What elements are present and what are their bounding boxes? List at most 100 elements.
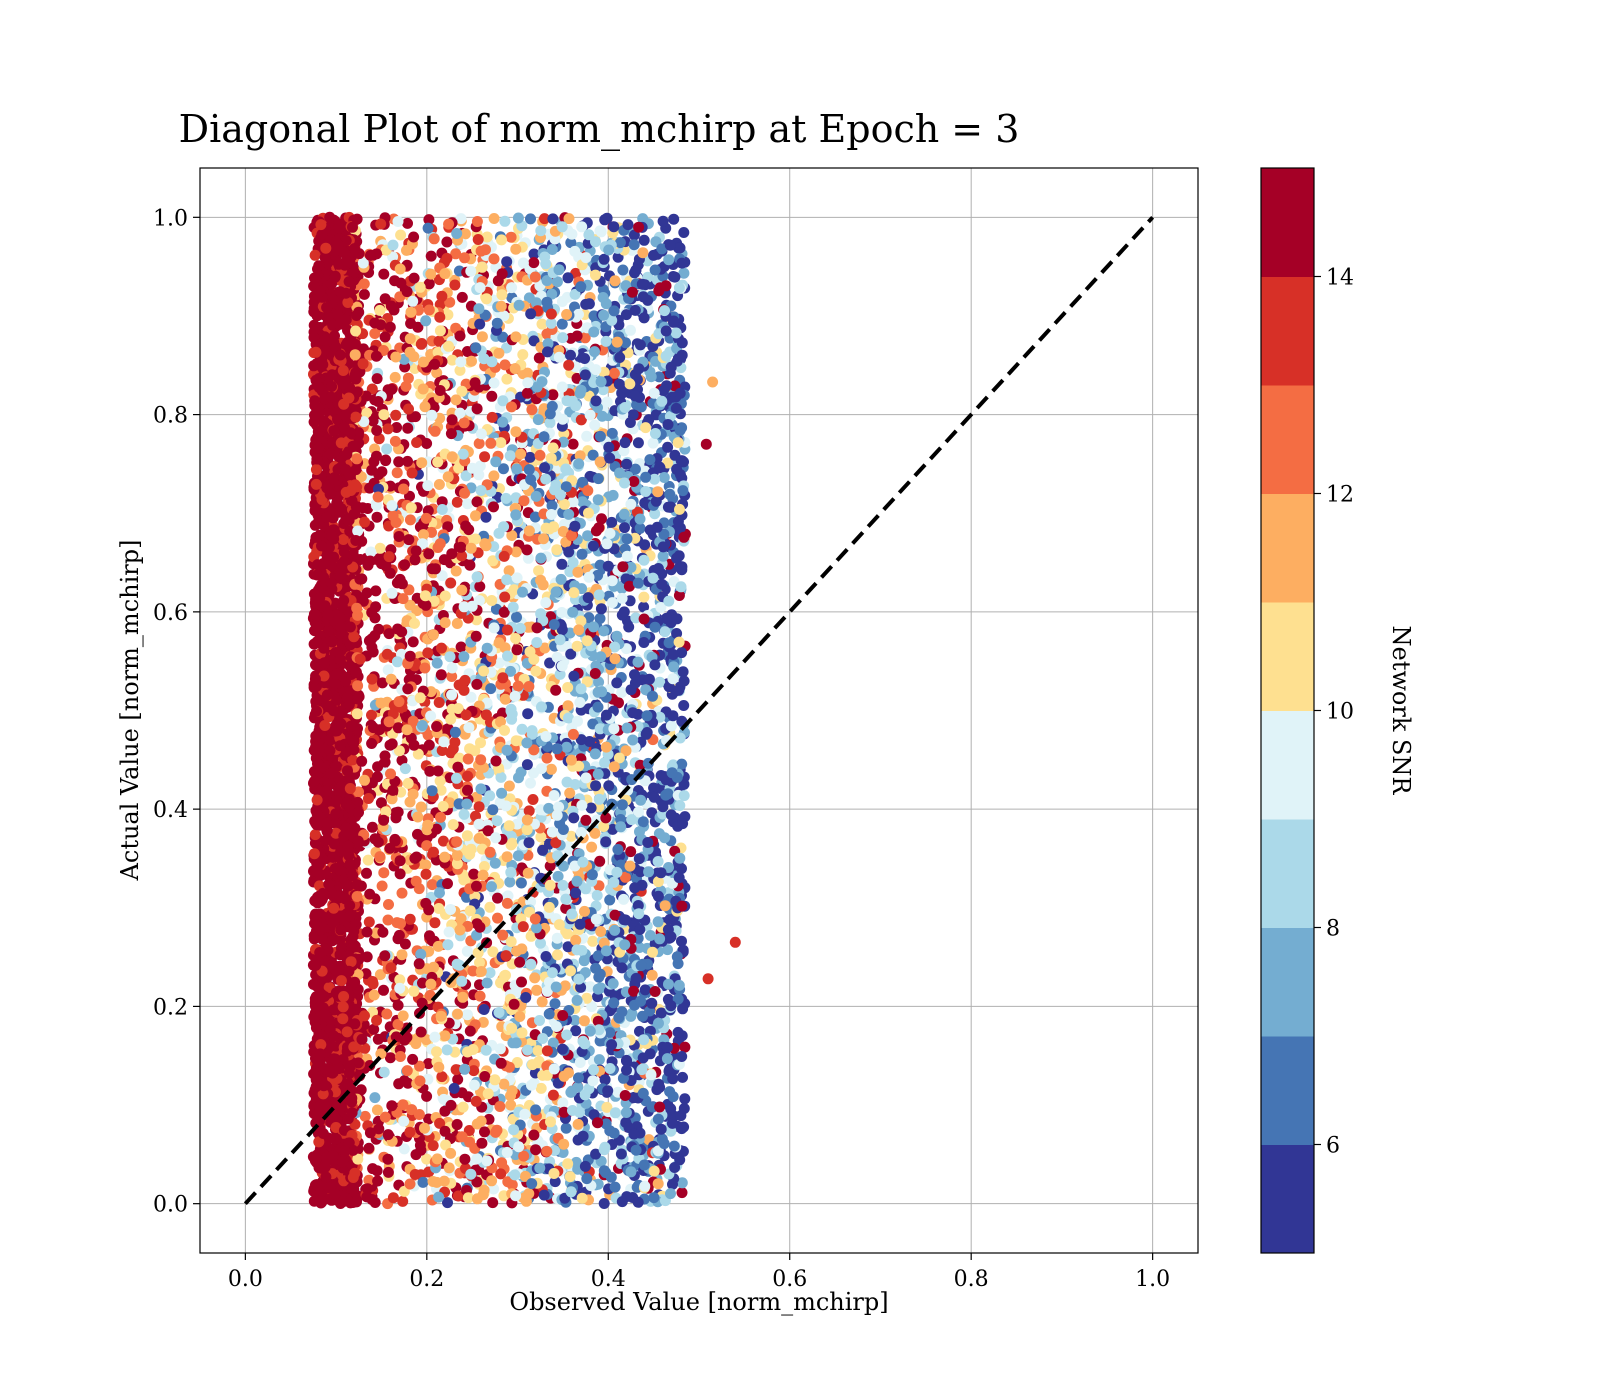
scatter-point <box>493 1007 505 1018</box>
scatter-point <box>569 1014 581 1026</box>
scatter-point <box>378 268 390 280</box>
scatter-point <box>407 636 419 648</box>
scatter-point <box>448 1082 460 1094</box>
scatter-point <box>595 603 607 615</box>
scatter-point <box>464 743 476 755</box>
scatter-point <box>633 942 645 953</box>
scatter-point <box>380 454 392 466</box>
scatter-point <box>546 826 558 838</box>
scatter-point <box>639 539 651 551</box>
scatter-point <box>548 790 560 801</box>
scatter-point <box>461 830 473 842</box>
scatter-point <box>500 492 512 504</box>
scatter-point <box>379 331 391 343</box>
scatter-point <box>528 248 540 260</box>
scatter-point <box>588 310 600 322</box>
scatter-point <box>616 686 628 698</box>
scatter-point <box>640 486 652 497</box>
scatter-point <box>400 380 412 392</box>
scatter-point <box>484 790 496 802</box>
scatter-point <box>582 485 594 497</box>
scatter-point <box>549 998 561 1010</box>
scatter-point <box>604 1027 616 1039</box>
scatter-point <box>361 587 373 599</box>
scatter-point <box>659 900 671 912</box>
scatter-point <box>506 837 518 849</box>
scatter-point <box>571 875 583 887</box>
scatter-point <box>460 470 472 482</box>
scatter-point <box>535 763 547 775</box>
scatter-point <box>461 891 472 903</box>
scatter-point <box>487 1197 499 1209</box>
scatter-point <box>432 456 444 468</box>
scatter-point <box>564 1171 576 1183</box>
scatter-point <box>311 980 323 992</box>
scatter-point <box>398 1115 410 1127</box>
scatter-point <box>441 1044 453 1056</box>
scatter-point <box>594 723 606 735</box>
scatter-point <box>535 1082 547 1094</box>
scatter-point <box>421 1153 433 1165</box>
scatter-point <box>392 999 404 1011</box>
scatter-point <box>676 1177 688 1189</box>
scatter-point <box>445 428 457 440</box>
scatter-point <box>382 1153 394 1165</box>
scatter-point <box>652 856 664 867</box>
scatter-point <box>594 1035 606 1047</box>
scatter-point <box>629 669 640 681</box>
scatter-point <box>535 552 547 564</box>
scatter-point <box>541 752 553 764</box>
scatter-point <box>492 912 503 924</box>
scatter-point <box>378 867 390 879</box>
scatter-point <box>676 1187 688 1199</box>
scatter-point <box>511 611 522 623</box>
scatter-point <box>530 490 542 502</box>
scatter-point <box>623 621 635 633</box>
scatter-point <box>556 381 568 393</box>
scatter-point <box>533 565 545 577</box>
scatter-point <box>544 860 556 872</box>
scatter-point <box>558 1070 570 1082</box>
scatter-point <box>486 411 498 423</box>
scatter-point <box>525 777 536 789</box>
scatter-point <box>451 618 463 629</box>
scatter-point <box>645 371 657 383</box>
scatter-point <box>628 239 640 251</box>
scatter-point <box>501 373 513 385</box>
scatter-point <box>547 1037 559 1049</box>
scatter-point <box>516 723 528 735</box>
scatter-point <box>518 1150 530 1162</box>
scatter-point <box>395 229 407 241</box>
scatter-point <box>391 422 403 433</box>
scatter-point <box>570 1156 582 1168</box>
scatter-point <box>487 804 499 816</box>
scatter-point <box>673 590 685 601</box>
scatter-point <box>506 282 518 294</box>
scatter-point <box>444 651 456 663</box>
scatter-point <box>638 601 650 613</box>
scatter-point <box>371 511 383 523</box>
scatter-point <box>368 1023 380 1035</box>
scatter-point <box>503 780 515 792</box>
scatter-point <box>395 918 406 929</box>
scatter-point <box>534 449 546 461</box>
scatter-point <box>382 914 394 926</box>
scatter-point <box>614 352 626 363</box>
scatter-point <box>678 1121 690 1133</box>
scatter-point <box>638 591 650 603</box>
scatter-point <box>486 390 498 402</box>
scatter-point <box>505 866 517 878</box>
scatter-point <box>671 628 683 639</box>
scatter-point <box>366 709 377 721</box>
scatter-point <box>446 671 458 682</box>
scatter-point <box>600 836 612 848</box>
scatter-point <box>422 647 434 659</box>
scatter-point <box>488 213 500 224</box>
scatter-point <box>536 318 548 330</box>
scatter-point <box>363 793 374 804</box>
scatter-point <box>593 1054 605 1066</box>
scatter-point <box>581 992 593 1004</box>
scatter-point <box>532 1045 544 1057</box>
scatter-point <box>653 371 665 383</box>
scatter-point <box>501 851 513 863</box>
